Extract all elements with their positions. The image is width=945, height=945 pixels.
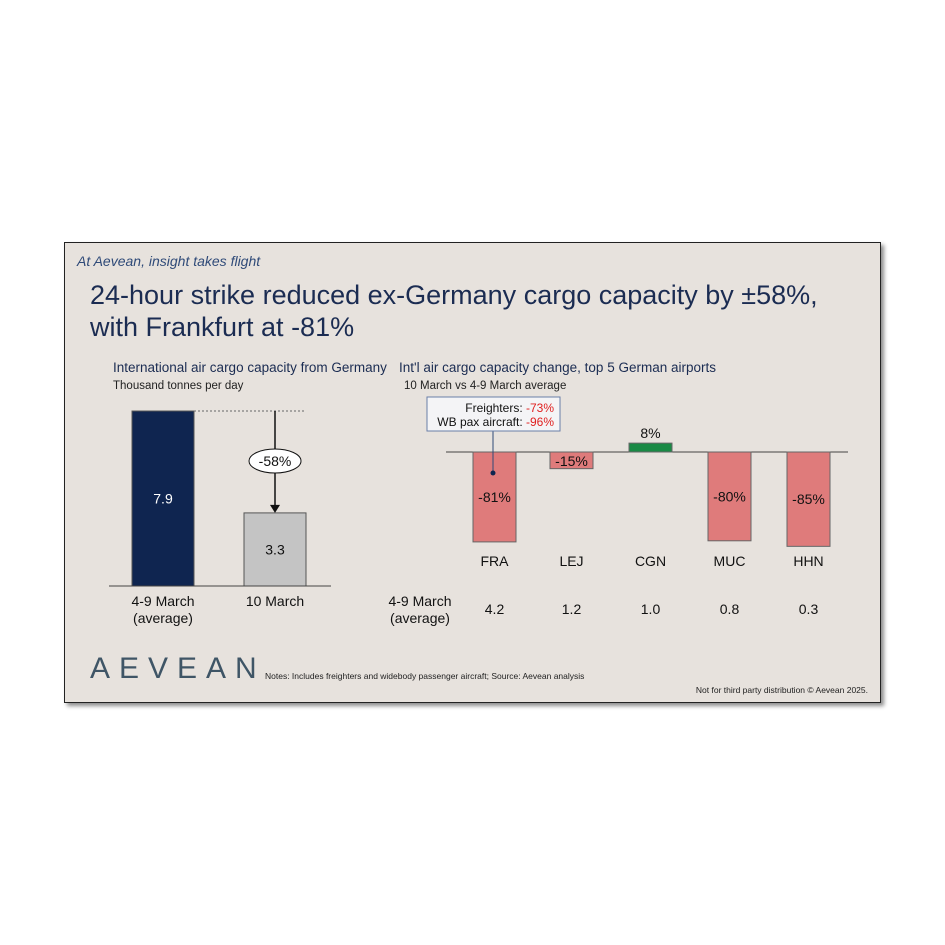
category-label: CGN — [635, 553, 666, 569]
bar-LEJ — [549, 451, 594, 470]
bar-HHN — [786, 451, 831, 547]
bar-value-label: -81% — [478, 489, 511, 505]
row-value: 4.2 — [485, 601, 505, 617]
right-chart-title: Int'l air cargo capacity change, top 5 G… — [399, 360, 716, 375]
row-value: 1.2 — [562, 601, 582, 617]
bar-0 — [131, 410, 195, 587]
category-label: 4-9 March (average) — [131, 593, 194, 626]
category-label: FRA — [481, 553, 510, 569]
distribution-notice: Not for third party distribution © Aevea… — [695, 685, 868, 695]
bar-value-label: -15% — [555, 453, 588, 469]
left-chart-title: International air cargo capacity from Ge… — [113, 360, 387, 375]
callout-dot — [490, 470, 496, 476]
category-label: HHN — [793, 553, 823, 569]
row-label: 4-9 March (average) — [388, 593, 451, 626]
category-label: LEJ — [559, 553, 583, 569]
arrow-head-icon — [270, 504, 280, 513]
callout-line: Freighters: -73% — [465, 401, 554, 415]
row-value: 0.3 — [799, 601, 819, 617]
page-title: 24-hour strike reduced ex-Germany cargo … — [90, 280, 818, 342]
callout-box — [426, 396, 561, 432]
change-badge — [248, 448, 302, 474]
bar-FRA — [472, 451, 517, 543]
charts-canvas: 7.9 4-9 March (average) 3.3 10 March -58% -81%… — [109, 396, 848, 626]
change-label: -58% — [259, 453, 292, 469]
bar-MUC — [707, 451, 752, 542]
left-chart-subtitle: Thousand tonnes per day — [113, 380, 244, 392]
bar-value-label: 3.3 — [265, 541, 285, 557]
callout-line: WB pax aircraft: -96% — [437, 415, 554, 429]
right-chart-subtitle: 10 March vs 4-9 March average — [404, 380, 567, 392]
bar-value-label: 7.9 — [153, 491, 173, 507]
aevean-logo: AEVEAN — [90, 652, 266, 685]
row-value: 0.8 — [720, 601, 740, 617]
notes: Notes: Includes freighters and widebody … — [265, 671, 585, 681]
slide: At Aevean, insight takes flight 24-hour … — [64, 242, 881, 703]
bar-value-label: -80% — [713, 488, 746, 504]
bar-value-label: -85% — [792, 491, 825, 507]
bar-value-label: 8% — [640, 425, 660, 441]
tagline: At Aevean, insight takes flight — [77, 253, 261, 269]
row-value: 1.0 — [641, 601, 661, 617]
category-label: 10 March — [246, 593, 304, 609]
category-label: MUC — [714, 553, 746, 569]
bar-CGN — [628, 442, 673, 453]
